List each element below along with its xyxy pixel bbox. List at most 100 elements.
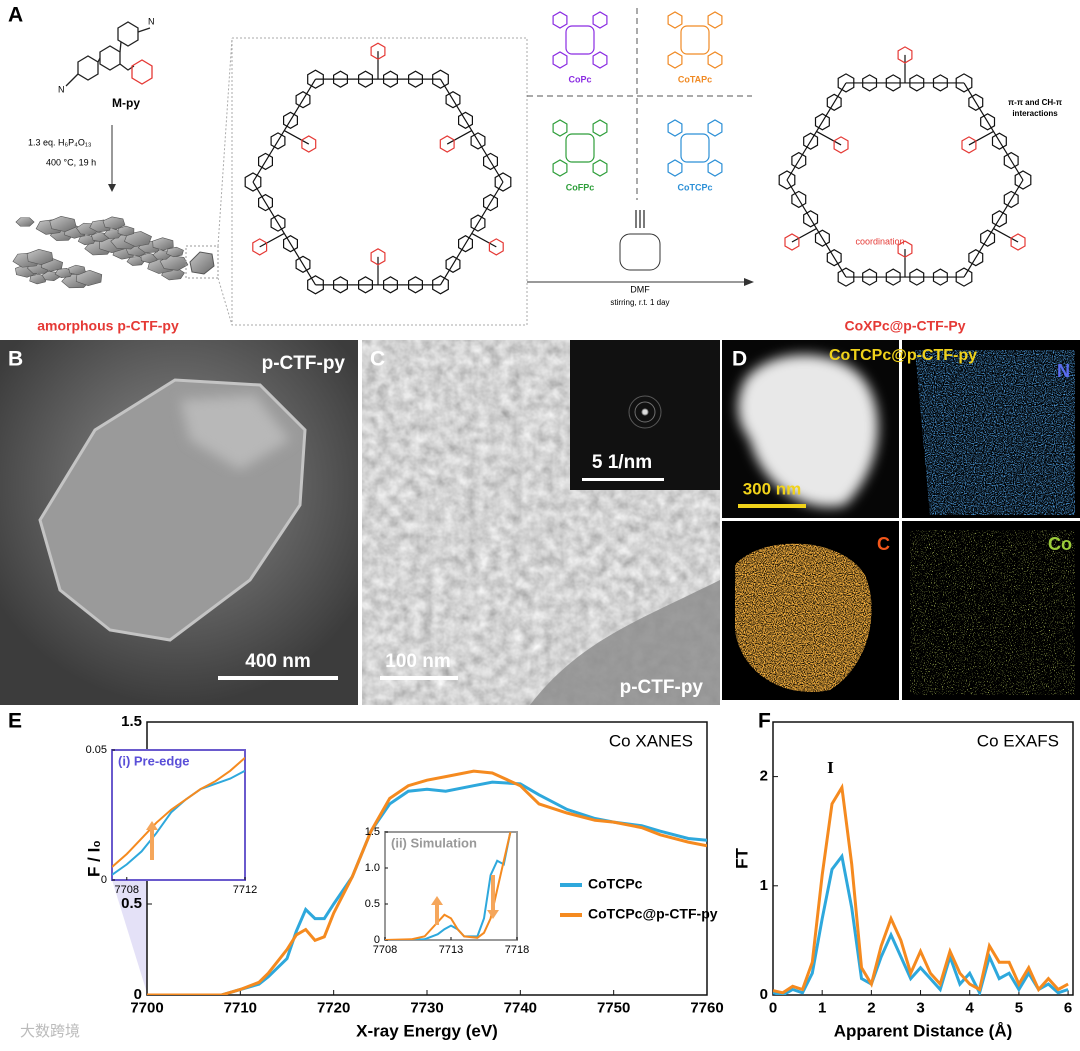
- element-label: C: [877, 534, 890, 554]
- phenyl-ring: [862, 268, 878, 286]
- pc-ring: [552, 119, 568, 137]
- legend-label: CoTCPc@p-CTF-py: [588, 906, 718, 922]
- sample-label: p-CTF-py: [620, 677, 704, 698]
- peak-label: I: [827, 758, 834, 777]
- pyridine-ring: [833, 136, 849, 154]
- pc-ring: [592, 11, 608, 29]
- pc-ring: [707, 51, 723, 69]
- scale-label: 300 nm: [743, 479, 802, 498]
- y-tick-label: 0: [760, 986, 768, 1003]
- phenyl-ring: [483, 152, 498, 171]
- zoom-line: [217, 37, 233, 247]
- phenyl-ring: [270, 132, 286, 150]
- phenyl-ring: [383, 70, 398, 88]
- phenyl-ring: [909, 74, 925, 92]
- panel-d: D CoTCPc@p-CTF-py 300 nm N C Co: [722, 340, 1080, 700]
- pyridine-ring: [897, 46, 913, 64]
- particle: [738, 354, 878, 507]
- phthalocyanines: [552, 11, 723, 177]
- pc-ring: [552, 159, 568, 177]
- scale-label: 5 1/nm: [592, 452, 652, 473]
- phenyl-ring: [909, 268, 925, 286]
- triazine-ring: [244, 172, 262, 192]
- triazine-ring: [1014, 170, 1032, 190]
- data-line: [147, 769, 707, 995]
- y-tick-label: 0.05: [86, 744, 107, 756]
- flake: [189, 251, 215, 275]
- phenyl-ring: [358, 276, 373, 294]
- triazine-ring: [432, 275, 449, 295]
- phenyl-ring: [803, 210, 819, 228]
- flake: [49, 216, 77, 232]
- pc-core: [565, 25, 595, 55]
- triazine-ring: [778, 170, 796, 190]
- phenyl-ring: [358, 70, 373, 88]
- scale-bar: [738, 504, 806, 508]
- x-tick-label: 7718: [505, 944, 529, 956]
- pyridine-ring: [370, 42, 386, 60]
- phenyl-ring: [826, 93, 842, 111]
- pyridine-ring: [488, 238, 504, 256]
- phenyl-ring: [885, 268, 901, 286]
- triazine-ring: [955, 73, 973, 93]
- pc-core: [565, 133, 595, 163]
- pc-ring: [707, 11, 723, 29]
- phenyl-ring: [968, 249, 984, 267]
- y-tick-label: 0.5: [365, 898, 380, 910]
- y-tick-label: 1.0: [365, 862, 380, 874]
- pc-label: CoPc: [568, 74, 591, 84]
- inset-title: (i) Pre-edge: [118, 753, 190, 768]
- x-tick-label: 7700: [130, 999, 163, 1016]
- pyridine-ring: [897, 240, 913, 258]
- flake: [77, 234, 97, 246]
- phenyl-ring: [333, 70, 348, 88]
- pc-ring: [707, 159, 723, 177]
- coordination-label: coordination: [855, 236, 904, 246]
- co-signal: [910, 530, 1075, 695]
- n-signal: [915, 350, 1075, 515]
- x-tick-label: 7710: [224, 999, 257, 1016]
- phenyl-ring: [991, 132, 1007, 150]
- x-axis-label: X-ray Energy (eV): [356, 1021, 498, 1040]
- pc-label: CoFPc: [566, 182, 595, 192]
- monomer-name: M-py: [112, 96, 140, 110]
- data-line: [385, 832, 512, 940]
- arrow-head: [744, 278, 754, 286]
- phenyl-ring: [932, 74, 948, 92]
- phenyl-ring: [445, 91, 461, 109]
- pc-label: CoTCPc: [677, 182, 712, 192]
- chart: 0 1 2 3 4 5 6 0 1 2 Co EXAFS Apparent Distance (Å) F…: [732, 721, 1074, 1040]
- atom-label: N: [58, 84, 65, 94]
- pyridine-ring: [439, 135, 455, 153]
- y-tick-label: 1.5: [121, 713, 142, 730]
- linker: [471, 232, 497, 248]
- data-line: [112, 769, 245, 876]
- phenyl-ring: [470, 214, 486, 232]
- sample-label: p-CTF-py: [262, 353, 346, 374]
- arrow-head: [431, 896, 443, 905]
- triazine-ring: [837, 267, 855, 287]
- triazine-ring: [307, 69, 324, 89]
- pyridine-ring: [370, 248, 386, 266]
- flake: [124, 231, 152, 247]
- flake: [15, 217, 35, 227]
- x-tick-label: 7760: [690, 999, 723, 1016]
- phenyl-ring: [258, 152, 273, 171]
- pc-ring: [667, 119, 683, 137]
- phenyl-ring: [258, 193, 273, 212]
- x-tick-label: 3: [916, 999, 924, 1016]
- product-label: CoXPc@p-CTF-Py: [845, 318, 966, 334]
- phenyl-ring: [333, 276, 348, 294]
- x-tick-label: 7720: [317, 999, 350, 1016]
- y-tick-label: 1: [760, 877, 768, 894]
- chart-annotation: Co EXAFS: [977, 731, 1059, 750]
- panel-c: 5 1/nm C 100 nm p-CTF-py: [362, 340, 720, 705]
- y-axis-label: F / I₀: [84, 840, 103, 877]
- phenyl-ring: [283, 235, 298, 253]
- pyridine-ring: [961, 136, 977, 154]
- triazine-ring: [432, 69, 449, 89]
- element-label: Co: [1048, 534, 1072, 554]
- x-tick-label: 7708: [115, 884, 139, 896]
- watermark: 大数跨境: [20, 1022, 80, 1040]
- pc-ring: [592, 119, 608, 137]
